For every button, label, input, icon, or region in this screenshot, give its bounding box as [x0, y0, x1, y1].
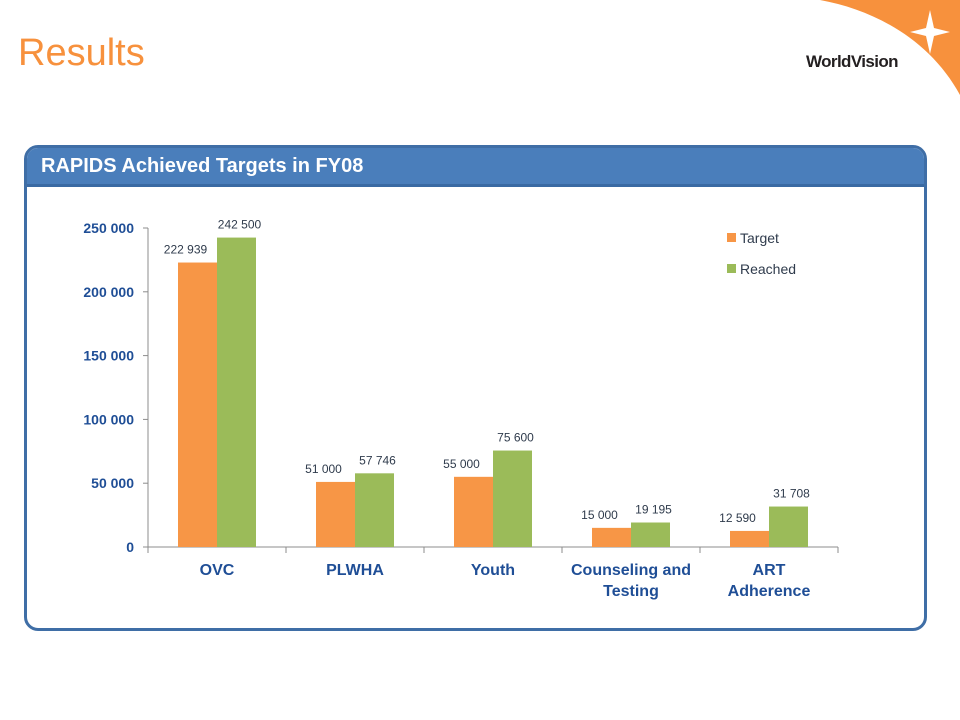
bar-reached — [493, 450, 532, 547]
y-tick-label: 250 000 — [83, 220, 134, 236]
data-label: 15 000 — [581, 508, 618, 522]
data-label: 31 708 — [773, 487, 810, 501]
bar-reached — [769, 506, 808, 547]
bar-target — [592, 527, 631, 547]
x-tick-label: PLWHA — [326, 562, 384, 579]
legend-swatch-reached — [727, 264, 736, 273]
world-vision-star-icon — [820, 0, 960, 95]
bar-target — [316, 481, 355, 547]
data-label: 242 500 — [218, 218, 262, 232]
data-label: 57 746 — [359, 453, 396, 467]
data-label: 12 590 — [719, 511, 756, 525]
bar-target — [454, 476, 493, 547]
bar-target — [178, 262, 217, 547]
data-label: 55 000 — [443, 457, 480, 471]
y-tick-label: 50 000 — [91, 475, 134, 491]
panel-header: RAPIDS Achieved Targets in FY08 — [27, 148, 924, 187]
bar-reached — [631, 522, 670, 547]
y-tick-label: 100 000 — [83, 411, 134, 427]
x-tick-label: Adherence — [728, 583, 811, 600]
bar-chart: 0 50 000 100 000 150 000 200 000 250 000 222 9… — [83, 218, 839, 600]
data-label: 51 000 — [305, 462, 342, 476]
panel-title: RAPIDS Achieved Targets in FY08 — [41, 154, 364, 177]
legend-label: Reached — [740, 261, 796, 277]
page-title: Results — [18, 32, 145, 74]
y-tick-label: 200 000 — [83, 284, 134, 300]
bar-reached — [355, 473, 394, 547]
x-tick-label: Testing — [603, 583, 659, 600]
x-tick-label: ART — [753, 562, 786, 579]
legend-label: Target — [740, 230, 779, 246]
data-label: 75 600 — [497, 431, 534, 445]
y-tick-label: 150 000 — [83, 348, 134, 364]
x-tick-label: OVC — [200, 562, 235, 579]
data-label: 19 195 — [635, 503, 672, 517]
bar-reached — [217, 237, 256, 547]
data-label: 222 939 — [164, 243, 208, 257]
y-tick-label: 0 — [126, 539, 134, 555]
chart-panel: RAPIDS Achieved Targets in FY08 0 50 000 1… — [24, 145, 927, 631]
x-tick-label: Youth — [471, 562, 515, 579]
bar-target — [730, 530, 769, 547]
x-tick-label: Counseling and — [571, 562, 691, 579]
world-vision-logo: WorldVision — [806, 52, 899, 71]
legend-swatch-target — [727, 233, 736, 242]
